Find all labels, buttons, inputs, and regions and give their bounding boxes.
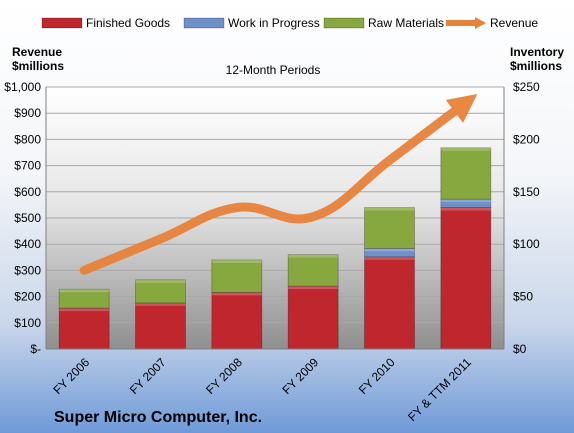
right-tick-label: $250 bbox=[513, 80, 540, 94]
legend-label-raw-materials: Raw Materials bbox=[368, 16, 444, 30]
right-tick-label: $200 bbox=[513, 132, 540, 146]
legend-label-work-in-progress: Work in Progress bbox=[228, 16, 320, 30]
x-tick-label: FY 2007 bbox=[127, 355, 169, 397]
bar-finished-goods bbox=[211, 292, 263, 350]
bar-highlight bbox=[288, 254, 339, 258]
left-tick-label: $400 bbox=[14, 237, 41, 251]
left-axis-title-line2: $millions bbox=[12, 59, 64, 73]
bar-highlight bbox=[135, 302, 186, 306]
bar-highlight bbox=[440, 147, 491, 151]
bar-highlight bbox=[364, 207, 415, 211]
right-tick-label: $100 bbox=[513, 237, 540, 251]
left-tick-label: $100 bbox=[14, 316, 41, 330]
bar-highlight bbox=[364, 248, 415, 252]
bar-finished-goods bbox=[364, 256, 415, 350]
bar-raw-materials bbox=[287, 254, 339, 287]
x-tick-label: FY 2006 bbox=[50, 355, 92, 397]
gridlines bbox=[46, 86, 504, 324]
x-tick-label: FY 2009 bbox=[279, 355, 321, 397]
right-axis-ticks: $0 $50 $100 $150 $200 $250 bbox=[513, 80, 540, 356]
x-tick-label: FY 2008 bbox=[203, 355, 245, 397]
bar-highlight bbox=[135, 279, 186, 283]
bar-raw-materials bbox=[211, 259, 263, 293]
left-axis-title-line1: Revenue bbox=[12, 45, 62, 59]
x-tick-label: FY & TTM 2011 bbox=[405, 355, 474, 424]
legend-label-finished-goods: Finished Goods bbox=[86, 16, 170, 30]
right-axis-title-line1: Inventory bbox=[510, 45, 564, 59]
legend-swatch-finished-goods bbox=[41, 17, 83, 29]
bar-highlight bbox=[59, 308, 110, 312]
legend-swatch-raw-materials bbox=[323, 17, 365, 29]
legend-swatch-work-in-progress bbox=[183, 17, 225, 29]
legend-label-revenue: Revenue bbox=[490, 16, 538, 30]
bar-raw-materials bbox=[440, 147, 492, 200]
bar-raw-materials bbox=[58, 288, 110, 309]
bar-highlight bbox=[440, 199, 491, 203]
legend: Finished Goods Work in Progress Raw Materi… bbox=[41, 16, 538, 30]
bar-highlight bbox=[288, 286, 339, 290]
bar-highlight bbox=[364, 256, 415, 260]
bar-highlight bbox=[211, 292, 262, 296]
revenue-line-path bbox=[79, 94, 478, 275]
bar-highlight bbox=[440, 207, 491, 211]
left-tick-label: $800 bbox=[14, 132, 41, 146]
bar-highlight bbox=[59, 289, 110, 293]
bar-finished-goods bbox=[135, 302, 186, 350]
bar-raw-materials bbox=[135, 279, 186, 304]
left-tick-label: $1,000 bbox=[4, 80, 41, 94]
right-tick-label: $150 bbox=[513, 185, 540, 199]
bar-finished-goods bbox=[287, 285, 339, 350]
left-tick-label: $200 bbox=[14, 290, 41, 304]
bars bbox=[58, 147, 492, 350]
right-axis-title-line2: $millions bbox=[510, 59, 562, 73]
left-tick-label: $500 bbox=[14, 211, 41, 225]
left-tick-label: $900 bbox=[14, 106, 41, 120]
revenue-arrow-series bbox=[79, 94, 478, 275]
right-tick-label: $50 bbox=[513, 290, 533, 304]
left-tick-label: $700 bbox=[14, 159, 41, 173]
bar-raw-materials bbox=[364, 207, 415, 249]
bar-finished-goods bbox=[58, 307, 110, 350]
left-tick-label: $300 bbox=[14, 263, 41, 277]
left-axis-ticks: $- $100 $200 $300 $400 $500 $600 $700 $800 $900 $1… bbox=[4, 80, 41, 356]
chart-subtitle: 12-Month Periods bbox=[226, 63, 321, 77]
left-tick-label: $- bbox=[30, 342, 41, 356]
legend-arrow-revenue bbox=[475, 17, 486, 29]
right-tick-label: $0 bbox=[513, 342, 527, 356]
company-name: Super Micro Computer, Inc. bbox=[54, 409, 262, 426]
x-tick-label: FY 2010 bbox=[356, 355, 398, 397]
bar-finished-goods bbox=[440, 207, 492, 350]
bar-highlight bbox=[211, 259, 262, 263]
left-tick-label: $600 bbox=[14, 185, 41, 199]
